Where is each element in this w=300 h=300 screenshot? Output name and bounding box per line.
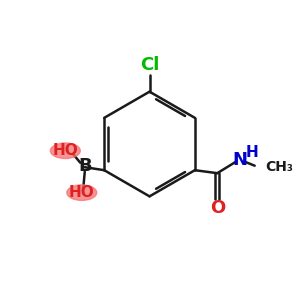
- Text: HO: HO: [52, 143, 78, 158]
- Text: CH₃: CH₃: [265, 160, 293, 174]
- Text: B: B: [79, 157, 92, 175]
- Text: HO: HO: [69, 185, 95, 200]
- Text: N: N: [232, 151, 247, 169]
- Text: O: O: [210, 199, 225, 217]
- Ellipse shape: [50, 143, 80, 158]
- Text: Cl: Cl: [140, 56, 159, 74]
- Ellipse shape: [67, 185, 97, 200]
- Text: H: H: [245, 145, 258, 160]
